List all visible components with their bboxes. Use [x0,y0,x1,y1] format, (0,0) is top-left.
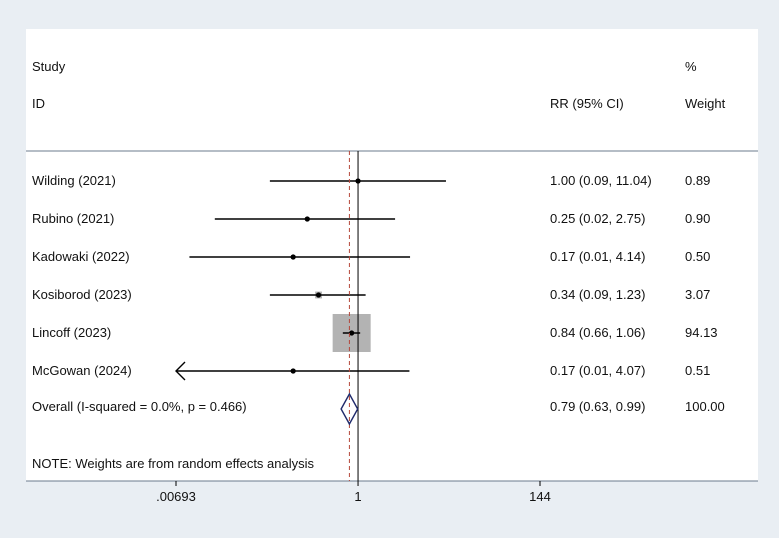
point-estimate [290,254,296,260]
study-label: Lincoff (2023) [32,325,111,340]
ci-truncation-arrow [175,361,186,381]
study-row: Wilding (2021) 1.00 (0.09, 11.04) 0.89 [32,173,710,188]
study-label: McGowan (2024) [32,363,132,378]
header-weight: Weight [685,96,726,111]
study-weight-text: 0.51 [685,363,710,378]
study-weight-text: 3.07 [685,287,710,302]
study-rows: Wilding (2021) 1.00 (0.09, 11.04) 0.89 Rubi… [32,173,718,381]
point-estimate [290,368,296,374]
study-ci-text: 0.17 (0.01, 4.07) [550,363,645,378]
overall-weight-text: 100.00 [685,399,725,414]
header-effect: RR (95% CI) [550,96,624,111]
overall-ci-text: 0.79 (0.63, 0.99) [550,399,645,414]
header-weight-pct: % [685,59,697,74]
study-ci-text: 0.34 (0.09, 1.23) [550,287,645,302]
study-row: Kadowaki (2022) 0.17 (0.01, 4.14) 0.50 [32,249,710,264]
study-label: Wilding (2021) [32,173,116,188]
study-weight-text: 0.89 [685,173,710,188]
study-ci-text: 0.25 (0.02, 2.75) [550,211,645,226]
study-row: Kosiborod (2023) 0.34 (0.09, 1.23) 3.07 [32,287,710,302]
plot-panel [26,29,758,481]
point-estimate [304,216,310,222]
weights-note: NOTE: Weights are from random effects an… [32,456,315,471]
study-ci-text: 0.84 (0.66, 1.06) [550,325,645,340]
axis-marks: .00693 1 144 [156,151,551,504]
x-tick-label: 144 [529,489,551,504]
study-ci-text: 1.00 (0.09, 11.04) [550,173,652,188]
study-row: Lincoff (2023) 0.84 (0.66, 1.06) 94.13 [32,314,718,352]
overall-label: Overall (I-squared = 0.0%, p = 0.466) [32,399,247,414]
study-row: Rubino (2021) 0.25 (0.02, 2.75) 0.90 [32,211,710,226]
point-estimate [315,292,322,298]
study-weight-text: 0.90 [685,211,710,226]
overall-diamond [340,392,359,426]
study-row: McGowan (2024) 0.17 (0.01, 4.07) 0.51 [32,361,710,381]
study-label: Kosiborod (2023) [32,287,132,302]
x-tick-label: .00693 [156,489,196,504]
point-estimate [349,330,355,336]
study-weight-text: 94.13 [685,325,718,340]
header-id: ID [32,96,45,111]
study-label: Kadowaki (2022) [32,249,130,264]
study-ci-text: 0.17 (0.01, 4.14) [550,249,645,264]
x-tick-label: 1 [354,489,361,504]
study-label: Rubino (2021) [32,211,114,226]
header-study: Study [32,59,66,74]
study-weight-text: 0.50 [685,249,710,264]
